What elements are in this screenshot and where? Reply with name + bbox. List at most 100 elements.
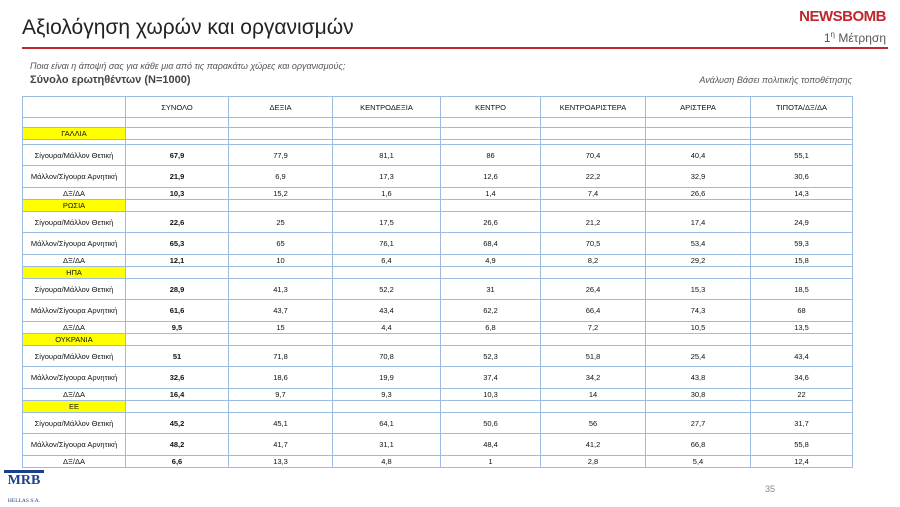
results-table: ΣΥΝΟΛΟ ΔΕΞΙΑ ΚΕΝΤΡΟΔΕΞΙΑ ΚΕΝΤΡΟ ΚΕΝΤΡΟΑΡΙΣΤΕ… [22,96,853,468]
logo: NEWSBOMB [799,8,886,25]
value-cell: 18,6 [228,366,333,389]
value-cell: 4,9 [440,254,541,267]
value-cell: 22,2 [540,165,646,188]
empty-cell [228,127,333,140]
value-cell: 14 [540,388,646,401]
empty-cell [540,127,646,140]
empty-cell [645,333,751,346]
value-cell: 15,3 [645,278,751,300]
value-cell: 22 [750,388,853,401]
value-cell: 6,8 [440,321,541,334]
empty-cell [540,117,646,128]
value-cell: 48,2 [125,433,229,456]
empty-cell [228,117,333,128]
column-header: ΔΕΞΙΑ [228,96,333,118]
value-cell: 52,3 [440,345,541,367]
value-cell: 71,8 [228,345,333,367]
value-cell: 31,1 [332,433,441,456]
empty-cell [540,199,646,212]
row-label: Μάλλον/Σίγουρα Αρνητική [22,165,126,188]
data-row: ΔΞ/ΔΑ 16,4 9,7 9,3 10,3 14 30,8 22 [22,388,853,401]
empty-cell [750,266,853,279]
group-row: ΗΠΑ [22,266,853,279]
value-cell: 70,4 [540,144,646,166]
measurement-suffix: η [830,30,835,39]
column-header: ΚΕΝΤΡΟΔΕΞΙΑ [332,96,441,118]
empty-cell [228,199,333,212]
empty-cell [540,333,646,346]
empty-cell [750,199,853,212]
row-label: Μάλλον/Σίγουρα Αρνητική [22,299,126,322]
value-cell: 17,5 [332,211,441,233]
empty-cell [645,266,751,279]
value-cell: 68 [750,299,853,322]
value-cell: 25 [228,211,333,233]
value-cell: 43,4 [750,345,853,367]
empty-cell [645,199,751,212]
row-label: ΔΞ/ΔΑ [22,187,126,200]
value-cell: 51,8 [540,345,646,367]
empty-cell [540,400,646,413]
data-row: Μάλλον/Σίγουρα Αρνητική 65,3 65 76,1 68,4 70,… [22,232,853,255]
value-cell: 59,3 [750,232,853,255]
value-cell: 2,8 [540,455,646,468]
title: Αξιολόγηση χωρών και οργανισμών [22,16,354,39]
value-cell: 61,6 [125,299,229,322]
value-cell: 24,9 [750,211,853,233]
value-cell: 10,3 [125,187,229,200]
empty-cell [645,400,751,413]
measurement-label: Μέτρηση [838,31,886,45]
value-cell: 7,4 [540,187,646,200]
empty-cell [125,333,229,346]
page-number: 35 [765,484,776,494]
row-label: Μάλλον/Σίγουρα Αρνητική [22,232,126,255]
value-cell: 45,2 [125,412,229,434]
value-cell: 70,5 [540,232,646,255]
empty-cell [125,127,229,140]
empty-cell [125,400,229,413]
value-cell: 53,4 [645,232,751,255]
value-cell: 50,6 [440,412,541,434]
row-label: Σίγουρα/Μάλλον Θετική [22,412,126,434]
value-cell: 43,8 [645,366,751,389]
value-cell: 45,1 [228,412,333,434]
mrb-text: MRB [4,470,44,489]
empty-cell [750,333,853,346]
value-cell: 30,8 [645,388,751,401]
value-cell: 55,1 [750,144,853,166]
value-cell: 41,2 [540,433,646,456]
value-cell: 34,2 [540,366,646,389]
value-cell: 15,8 [750,254,853,267]
empty-cell [332,127,441,140]
value-cell: 9,3 [332,388,441,401]
data-row: Σίγουρα/Μάλλον Θετική 22,6 25 17,5 26,6 21,2 1… [22,211,853,233]
value-cell: 55,8 [750,433,853,456]
empty-cell [750,117,853,128]
empty-cell [440,333,541,346]
value-cell: 30,6 [750,165,853,188]
empty-cell [228,266,333,279]
value-cell: 32,9 [645,165,751,188]
empty-cell [750,400,853,413]
value-cell: 37,4 [440,366,541,389]
value-cell: 1,4 [440,187,541,200]
value-cell: 4,4 [332,321,441,334]
value-cell: 26,6 [645,187,751,200]
empty-cell [750,127,853,140]
data-row: Μάλλον/Σίγουρα Αρνητική 61,6 43,7 43,4 62,2 6… [22,299,853,322]
group-row: ΟΥΚΡΑΝΙΑ [22,333,853,346]
value-cell: 64,1 [332,412,441,434]
value-cell: 34,6 [750,366,853,389]
value-cell: 5,4 [645,455,751,468]
value-cell: 6,6 [125,455,229,468]
empty-cell [440,199,541,212]
value-cell: 18,5 [750,278,853,300]
row-label: ΔΞ/ΔΑ [22,388,126,401]
value-cell: 15,2 [228,187,333,200]
column-header: ΚΕΝΤΡΟ [440,96,541,118]
value-cell: 65 [228,232,333,255]
empty-cell [125,199,229,212]
data-row: ΔΞ/ΔΑ 6,6 13,3 4,8 1 2,8 5,4 12,4 [22,455,853,468]
empty-cell [125,266,229,279]
group-row: ΓΑΛΛΙΑ [22,127,853,140]
